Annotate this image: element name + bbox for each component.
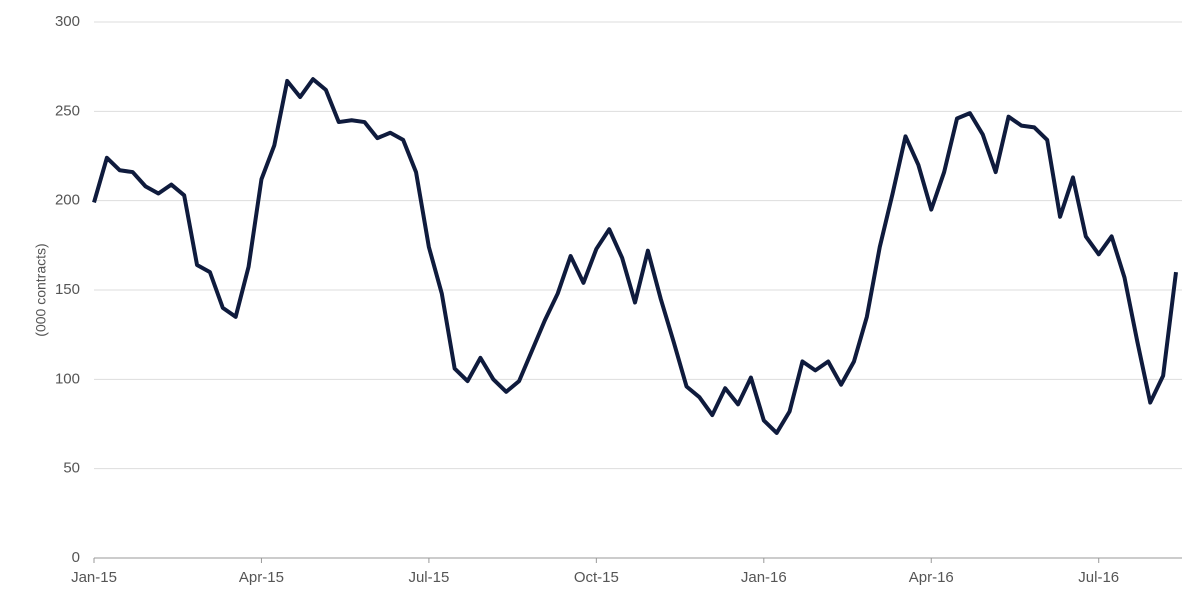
y-tick-label: 100 xyxy=(55,370,80,387)
y-tick-label: 300 xyxy=(55,13,80,30)
x-tick-label: Jul-15 xyxy=(408,569,449,586)
y-axis-label: (000 contracts) xyxy=(33,243,49,336)
y-tick-label: 0 xyxy=(72,549,80,566)
y-tick-label: 250 xyxy=(55,102,80,119)
x-tick-label: Jul-16 xyxy=(1078,569,1119,586)
y-tick-label: 200 xyxy=(55,192,80,209)
x-tick-label: Jan-16 xyxy=(741,569,787,586)
data-line xyxy=(92,77,1178,435)
x-tick-label: Jan-15 xyxy=(71,569,117,586)
x-tick-label: Oct-15 xyxy=(574,569,619,586)
x-tick-label: Apr-15 xyxy=(239,569,284,586)
y-tick-label: 50 xyxy=(63,460,80,477)
x-tick-label: Apr-16 xyxy=(909,569,954,586)
y-tick-label: 150 xyxy=(55,281,80,298)
